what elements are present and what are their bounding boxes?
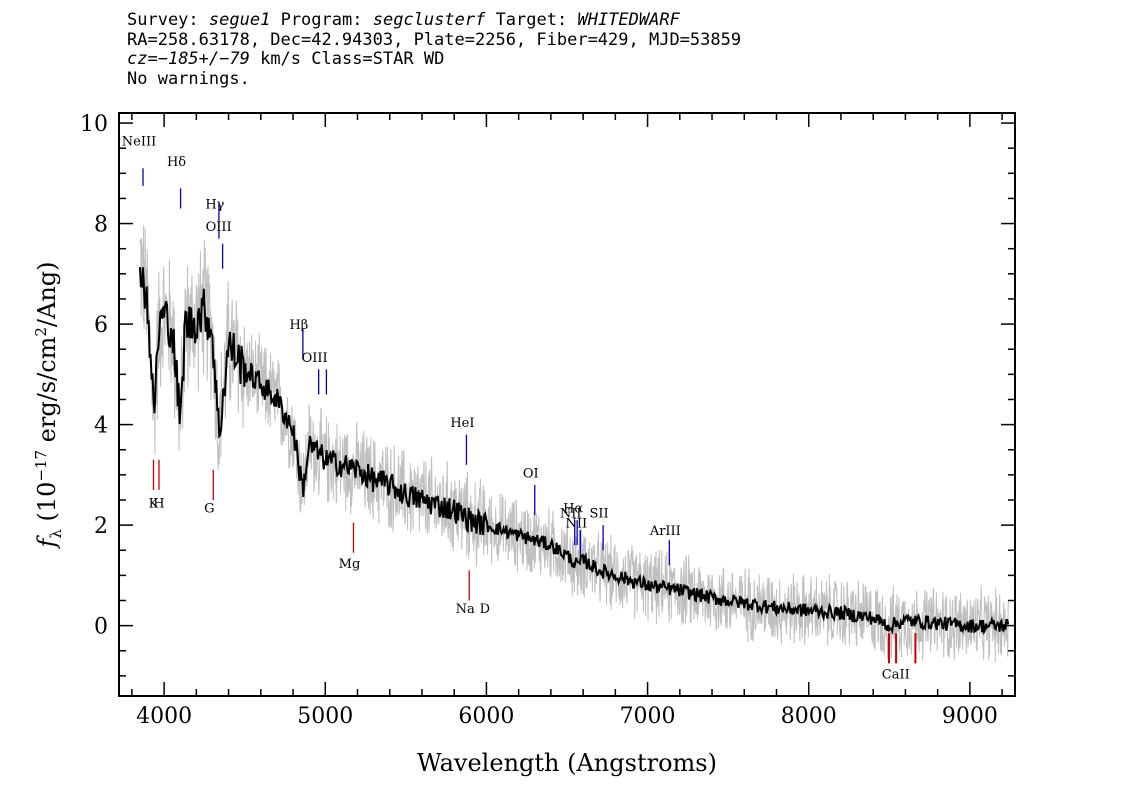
plot-frame [118,112,1016,697]
x-tick-label: 9000 [942,704,998,729]
spectral-line-label-2: Hγ [205,197,224,212]
x-tick-label: 8000 [781,704,837,729]
spectral-line-label-5: OIII [302,351,328,366]
cz-value: −185+/−79 [157,49,250,69]
spectral-extra-label-0: K [149,497,159,512]
y-axis-close: /Ang) [33,261,61,327]
y-axis-sub: λ [47,529,65,539]
y-axis-mid: erg/s/cm [33,336,61,450]
spectral-line-label-3: OIII [206,220,232,235]
y-tick-label: 2 [94,514,108,539]
spectral-extra-label-3: CaII [882,667,910,682]
cz-label: cz= [127,49,158,69]
x-tick-label: 7000 [620,704,676,729]
noise-spectrum-line [139,225,1010,663]
spectral-line-label-13: ArIII [649,524,681,539]
program-label: Program: [280,10,363,30]
spectrum-info-header: Survey: segue1 Program: segclusterf Targ… [127,10,742,89]
flux-layer [138,267,1010,636]
y-tick-label: 6 [94,313,108,338]
header-line-3: cz=−185+/−79 km/s Class=STAR WD [127,49,741,70]
spectral-line-label-4: Hβ [289,318,308,333]
target-label: Target: [495,10,568,30]
x-tick-label: 5000 [297,704,353,729]
spectral-line-label-18: Na [456,602,475,617]
header-line-2: RA=258.63178, Dec=42.94303, Plate=2256, … [127,29,742,50]
survey-label: Survey: [127,10,199,30]
y-tick-label: 4 [94,414,108,439]
survey-value: segue1 [208,10,271,30]
spectral-line-label-8: OI [523,466,539,481]
spectral-line-label-17: Mg [339,557,361,572]
spectral-line-label-16: G [204,502,214,517]
spectral-extra-label-1: H [153,497,164,512]
y-axis-exp: −17 [32,450,50,482]
class-text: km/s Class=STAR WD [249,49,445,69]
header-line-1: Survey: segue1 Program: segclusterf Targ… [127,10,741,31]
spectral-line-label-11: NII [566,517,588,532]
program-value: segclusterf [372,10,486,30]
y-axis-title: fλ (10−17 erg/s/cm2/Ang) [32,261,65,549]
ticks-layer: 4000 5000 6000 7000 8000 9000 0 2 4 6 8 10 [80,112,1015,729]
x-axis-title: Wavelength (Angstroms) [417,749,717,777]
y-tick-label: 10 [80,112,108,137]
y-axis-open: (10 [33,482,61,530]
spectral-line-label-1: Hδ [167,155,186,170]
header-line-4: No warnings. [127,68,250,89]
spectral-line-label-7: HeI [450,416,474,431]
y-tick-label: 8 [94,213,108,238]
spectral-line-label-10: Hα [563,502,583,517]
spectral-extra-label-2: D [480,602,490,617]
spectral-line-label-9: NII [560,507,582,522]
spectral-line-label-12: SII [590,507,609,522]
flux-spectrum-line [138,267,1010,636]
spectral-line-label-0: NeIII [122,135,156,150]
target-value: WHITEDWARF [577,10,680,30]
y-axis-exp2: 2 [32,327,50,337]
noise-layer [139,225,1010,663]
x-tick-label: 4000 [136,704,192,729]
spectral-lines-layer: NeIIIHδHγOIIIHβOIIIHeIOINIIHαNIISIIArIII… [122,135,917,682]
x-tick-label: 6000 [458,704,514,729]
y-tick-label: 0 [94,615,108,640]
